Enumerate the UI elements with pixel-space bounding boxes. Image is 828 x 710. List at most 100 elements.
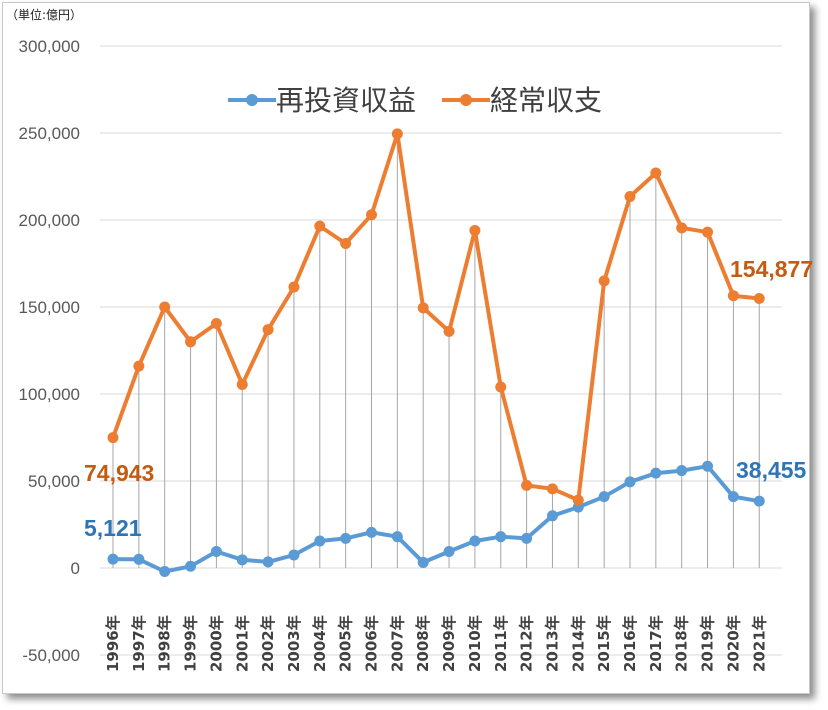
data-point	[624, 191, 636, 203]
y-axis-labels: -50,000 0 50,000 100,000 150,000 200,000 250,0…	[19, 37, 80, 665]
chart-frame	[2, 2, 810, 694]
data-point	[340, 532, 352, 544]
data-point	[650, 467, 662, 479]
data-point	[391, 531, 403, 543]
x-tick-label: 2019年	[699, 615, 717, 672]
data-point	[210, 545, 222, 557]
x-tick-label: 2004年	[311, 615, 329, 672]
data-point	[676, 465, 688, 477]
data-point	[210, 318, 222, 330]
data-point	[262, 556, 274, 568]
data-point	[314, 535, 326, 547]
data-point	[133, 553, 145, 565]
data-point	[521, 479, 533, 491]
data-point	[391, 128, 403, 140]
data-point	[443, 325, 455, 337]
data-point	[185, 336, 197, 348]
x-tick-label: 2003年	[285, 615, 303, 672]
drop-lines	[112, 133, 760, 568]
data-point	[702, 226, 714, 238]
data-point	[546, 510, 558, 522]
data-point	[366, 209, 377, 221]
data-point	[417, 302, 429, 314]
y-tick-label: -50,000	[22, 646, 80, 665]
data-point	[236, 554, 248, 566]
data-point	[727, 491, 739, 503]
data-point	[598, 275, 610, 287]
data-point	[288, 549, 300, 561]
x-tick-label: 1999年	[182, 615, 200, 672]
x-tick-label: 2017年	[647, 615, 665, 672]
legend: 再投資収益 経常収支	[228, 84, 602, 117]
x-tick-label: 2006年	[363, 615, 381, 672]
legend-label-0: 再投資収益	[276, 84, 416, 117]
data-point	[340, 237, 352, 249]
data-point	[572, 494, 584, 506]
data-label: 154,877	[730, 256, 813, 282]
data-point	[159, 565, 171, 577]
unit-label: （単位:億円）	[6, 7, 82, 22]
data-point	[624, 476, 636, 488]
x-tick-label: 2000年	[207, 615, 225, 672]
data-point	[546, 483, 558, 495]
data-label: 5,121	[84, 515, 142, 541]
x-axis-labels: 1996年 1997年 1998年 1999年 2000年 2001年 2002年 2003年…	[104, 615, 768, 672]
data-point	[495, 381, 507, 393]
legend-label-1: 経常収支	[490, 84, 602, 117]
x-tick-label: 2007年	[388, 615, 406, 672]
x-tick-label: 2016年	[621, 615, 639, 672]
data-point	[598, 491, 610, 503]
x-tick-label: 2012年	[518, 615, 536, 672]
x-tick-label: 2009年	[440, 615, 458, 672]
x-tick-label: 2002年	[259, 615, 277, 672]
data-point	[676, 222, 688, 234]
series-line-1	[111, 131, 762, 503]
data-point	[753, 293, 765, 305]
data-point	[650, 167, 662, 179]
x-tick-label: 2015年	[595, 615, 613, 672]
legend-marker-1	[460, 94, 472, 106]
data-point	[185, 560, 197, 572]
x-tick-label: 2010年	[466, 615, 484, 672]
x-tick-label: 2013年	[543, 615, 561, 672]
data-point	[469, 535, 481, 547]
data-point	[236, 378, 248, 390]
data-point	[159, 301, 171, 313]
data-point	[314, 220, 326, 232]
y-tick-label: 200,000	[19, 211, 80, 230]
gridlines	[100, 45, 782, 656]
data-point	[366, 526, 377, 538]
data-point	[288, 281, 300, 293]
series-line-0	[111, 464, 762, 574]
data-label: 38,455	[736, 457, 807, 483]
data-point	[469, 224, 481, 236]
data-point	[521, 532, 533, 544]
legend-marker-0	[246, 94, 258, 106]
y-tick-label: 150,000	[19, 298, 80, 317]
y-tick-label: 100,000	[19, 385, 80, 404]
data-point	[753, 495, 765, 507]
data-point	[107, 553, 119, 565]
x-tick-label: 2001年	[233, 615, 251, 672]
data-label: 74,943	[84, 460, 154, 486]
data-point	[443, 545, 455, 557]
y-tick-label: 50,000	[28, 472, 80, 491]
x-tick-label: 2008年	[414, 615, 432, 672]
data-point	[727, 290, 739, 302]
x-tick-label: 2018年	[673, 615, 691, 672]
x-tick-label: 2014年	[569, 615, 587, 672]
x-tick-label: 2011年	[492, 615, 510, 672]
y-tick-label: 250,000	[19, 124, 80, 143]
data-point	[107, 432, 119, 444]
data-point	[262, 324, 274, 336]
series-group	[107, 128, 765, 577]
data-labels: 74,943 154,877 5,121 38,455	[84, 256, 813, 541]
y-tick-label: 300,000	[19, 37, 80, 56]
x-tick-label: 2021年	[750, 615, 768, 672]
data-point	[495, 531, 507, 543]
data-point	[702, 460, 714, 472]
x-tick-label: 2020年	[724, 615, 742, 672]
x-tick-label: 1996年	[104, 615, 122, 672]
x-tick-label: 1998年	[156, 615, 174, 672]
